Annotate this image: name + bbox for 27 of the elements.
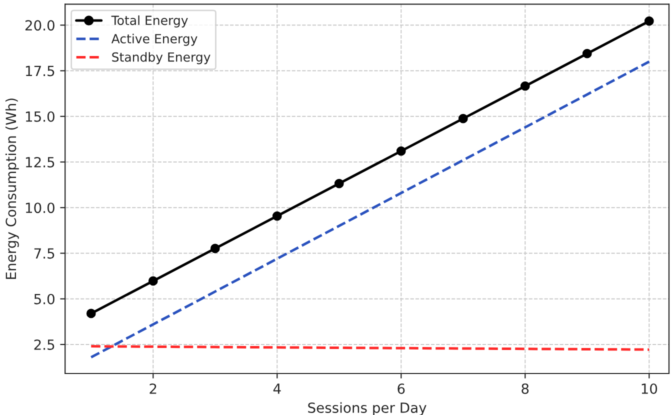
x-tick-label: 8 bbox=[522, 383, 529, 394]
y-tick-label: 7.5 bbox=[34, 248, 54, 259]
point bbox=[644, 16, 654, 26]
legend-label: Total Energy bbox=[111, 15, 188, 28]
legend-label: Active Energy bbox=[111, 34, 198, 46]
y-tick-label: 5.0 bbox=[34, 294, 54, 304]
y-tick-label: 20.0 bbox=[25, 20, 54, 31]
point bbox=[582, 48, 592, 58]
y-tick-label: 2.5 bbox=[34, 339, 54, 350]
x-tick-label: 4 bbox=[273, 384, 281, 394]
y-tick-label: 15.0 bbox=[26, 111, 54, 122]
y-tick-label: 17.5 bbox=[26, 66, 54, 76]
point bbox=[458, 114, 468, 124]
x-tick-label: 6 bbox=[398, 383, 405, 394]
point bbox=[86, 308, 96, 318]
y-axis-title: Energy Consumption (Wh) bbox=[5, 98, 19, 279]
point bbox=[520, 81, 530, 91]
point bbox=[272, 211, 282, 221]
legend-label: Standby Energy bbox=[112, 52, 210, 64]
point bbox=[396, 146, 406, 156]
x-tick-label: 2 bbox=[150, 383, 156, 394]
point bbox=[210, 244, 220, 254]
x-tick-label: 10 bbox=[642, 383, 658, 394]
y-tick-label: 10.0 bbox=[26, 202, 54, 214]
y-tick-label: 12.5 bbox=[26, 156, 54, 168]
point bbox=[148, 276, 158, 286]
point bbox=[334, 178, 344, 188]
